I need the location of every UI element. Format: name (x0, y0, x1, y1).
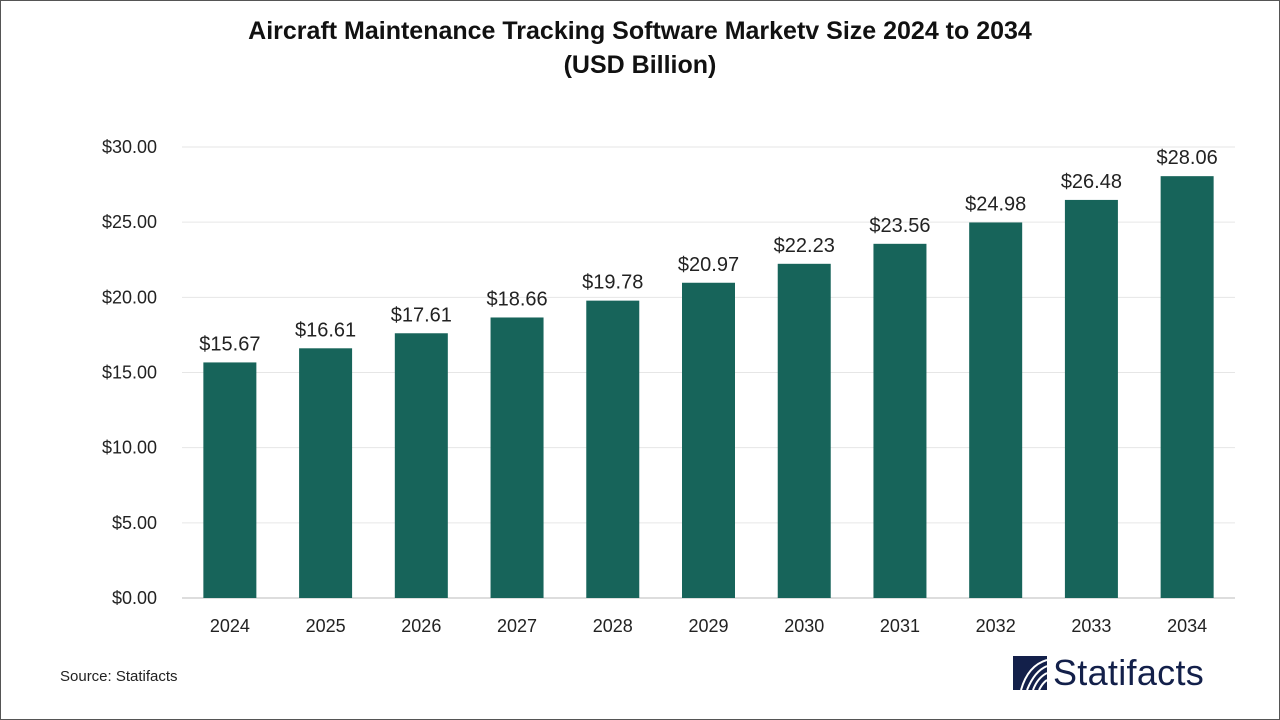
bar (586, 300, 640, 598)
y-tick-label: $30.00 (102, 137, 157, 157)
data-label: $16.61 (295, 319, 356, 341)
x-tick-label: 2031 (880, 616, 920, 636)
title-line: Aircraft Maintenance Tracking Software M… (248, 17, 1032, 45)
data-label: $26.48 (1061, 171, 1122, 193)
y-tick-label: $0.00 (112, 588, 157, 608)
bar (873, 243, 927, 598)
data-label: $15.67 (199, 333, 260, 355)
bar (682, 282, 735, 598)
data-label: $22.23 (774, 235, 835, 257)
x-tick-label: 2024 (210, 616, 250, 636)
y-tick-label: $10.00 (102, 438, 157, 458)
source-note: Source: Statifacts (60, 668, 178, 685)
data-label: $17.61 (391, 304, 452, 326)
logo-text: Statifacts (1053, 652, 1205, 693)
statifacts-logo: Statifacts (1013, 652, 1204, 694)
bar (969, 222, 1023, 598)
data-label: $28.06 (1157, 147, 1218, 169)
bar (394, 333, 448, 598)
x-tick-label: 2029 (688, 616, 728, 636)
x-tick-label: 2034 (1167, 616, 1207, 636)
bar (203, 362, 257, 598)
x-tick-label: 2033 (1071, 616, 1111, 636)
x-tick-label: 2030 (784, 616, 824, 636)
subtitle-line: (USD Billion) (563, 51, 717, 79)
y-tick-label: $5.00 (112, 513, 157, 533)
x-tick-label: 2025 (306, 616, 346, 636)
bar (1160, 176, 1214, 598)
bar (490, 317, 544, 598)
statifacts-logo-icon (1013, 656, 1047, 690)
y-tick-label: $25.00 (102, 212, 157, 232)
data-label: $23.56 (869, 215, 930, 237)
data-label: $18.66 (486, 288, 547, 310)
x-tick-label: 2032 (976, 616, 1016, 636)
x-tick-label: 2026 (401, 616, 441, 636)
chart-title: Aircraft Maintenance Tracking Software M… (0, 14, 1280, 82)
data-label: $24.98 (965, 193, 1026, 215)
data-label: $20.97 (678, 254, 739, 276)
bar (1064, 199, 1118, 598)
x-tick-label: 2027 (497, 616, 537, 636)
data-label: $19.78 (582, 272, 643, 294)
x-tick-label: 2028 (593, 616, 633, 636)
bar (299, 348, 353, 598)
bar (777, 263, 831, 598)
y-tick-label: $15.00 (102, 363, 157, 383)
y-tick-label: $20.00 (102, 287, 157, 307)
